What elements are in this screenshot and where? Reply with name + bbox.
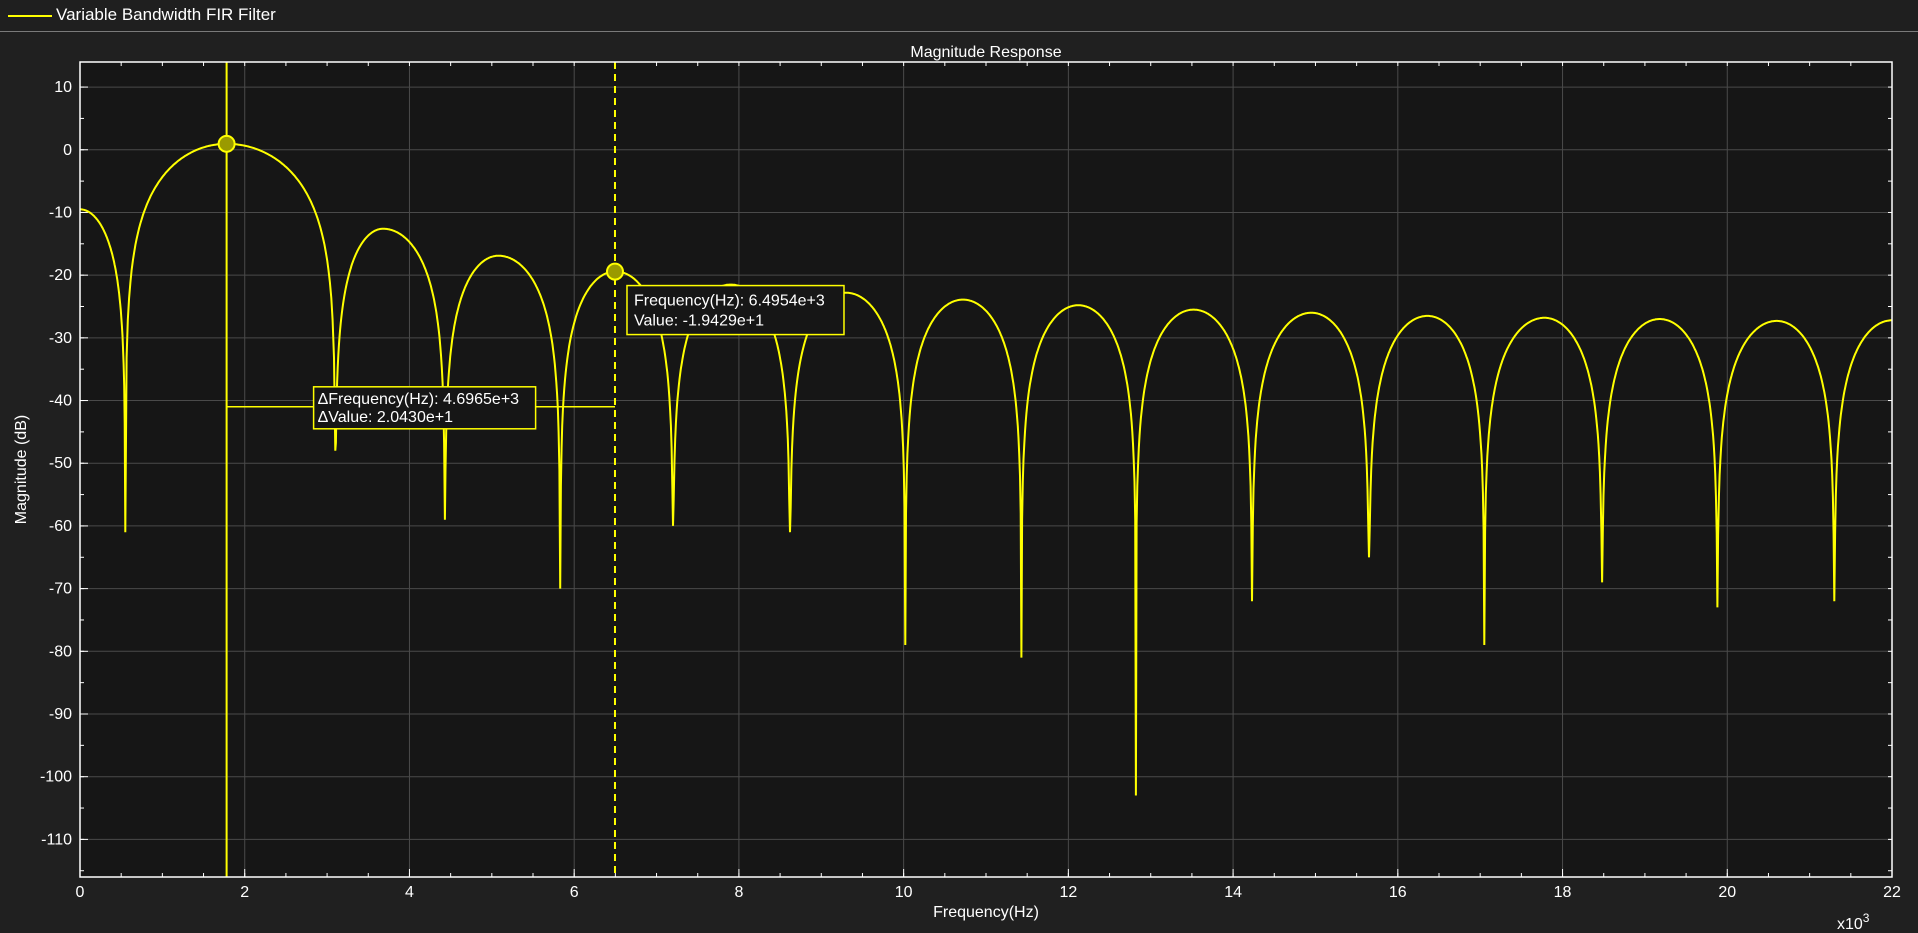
x-tick-label: 10: [895, 884, 913, 901]
plot-frame: [79, 61, 1893, 878]
legend-bar: Variable Bandwidth FIR Filter: [0, 0, 1918, 32]
point-tooltip-box: [626, 284, 845, 336]
x-tick-label: 8: [734, 884, 743, 901]
x-tick-label: 14: [1224, 884, 1242, 901]
x-tick-label: 18: [1554, 884, 1572, 901]
x-tick-label: 0: [76, 884, 85, 901]
y-tick-label: -50: [49, 455, 72, 472]
y-tick-label: -40: [49, 393, 72, 410]
y-tick-label: -10: [49, 204, 72, 221]
y-tick-label: 0: [63, 142, 72, 159]
magnitude-trace: [80, 142, 1892, 796]
point-value-text: Value: -1.9429e+1: [634, 313, 764, 330]
y-tick-label: -90: [49, 706, 72, 723]
point-tooltip[interactable]: Frequency(Hz): 6.4954e+3 Value: -1.9429e…: [626, 284, 845, 336]
x-tick-label: 16: [1389, 884, 1407, 901]
legend-label[interactable]: Variable Bandwidth FIR Filter: [56, 5, 276, 24]
y-tick-label: -100: [40, 769, 72, 786]
x-axis-multiplier: x103: [1837, 911, 1870, 933]
trace-layer: [80, 142, 1892, 796]
x-tick-label: 12: [1059, 884, 1077, 901]
x-axis-label: Frequency(Hz): [933, 904, 1039, 921]
y-tick-label: -80: [49, 643, 72, 660]
x-axis-multiplier-base: x10: [1837, 916, 1863, 933]
y-tick-label: -30: [49, 330, 72, 347]
y-axis-label: Magnitude (dB): [13, 415, 30, 524]
y-tick-label: 10: [54, 79, 72, 96]
plot-area[interactable]: [80, 62, 1892, 877]
point-frequency-text: Frequency(Hz): 6.4954e+3: [634, 293, 825, 310]
chart-title: Magnitude Response: [910, 44, 1061, 61]
delta-frequency-text: ΔFrequency(Hz): 4.6965e+3: [318, 391, 520, 408]
delta-tooltip[interactable]: ΔFrequency(Hz): 4.6965e+3 ΔValue: 2.0430…: [312, 386, 537, 430]
x-tick-label: 2: [240, 884, 249, 901]
cursor-marker-1: [217, 134, 236, 153]
y-tick-label: -20: [49, 267, 72, 284]
x-tick-label: 4: [405, 884, 414, 901]
x-tick-label: 6: [570, 884, 579, 901]
y-tick-label: -60: [49, 518, 72, 535]
delta-tooltip-box: [312, 386, 537, 430]
x-axis-multiplier-exponent: 3: [1863, 911, 1870, 925]
x-tick-label: 20: [1718, 884, 1736, 901]
annotation-layer: ΔFrequency(Hz): 4.6965e+3 ΔValue: 2.0430…: [312, 284, 845, 430]
y-tick-label: -70: [49, 581, 72, 598]
delta-value-text: ΔValue: 2.0430e+1: [318, 409, 453, 426]
x-tick-label: 22: [1883, 884, 1901, 901]
y-tick-label: -110: [41, 831, 72, 848]
magnitude-response-chart[interactable]: 0 2 4 6 8 10 12 14 16 18 20 22 10 0 -10 -20 -30 -40 -50 -60…: [0, 32, 1918, 933]
cursor-marker-2: [605, 262, 624, 281]
legend-line-swatch: [8, 15, 52, 17]
